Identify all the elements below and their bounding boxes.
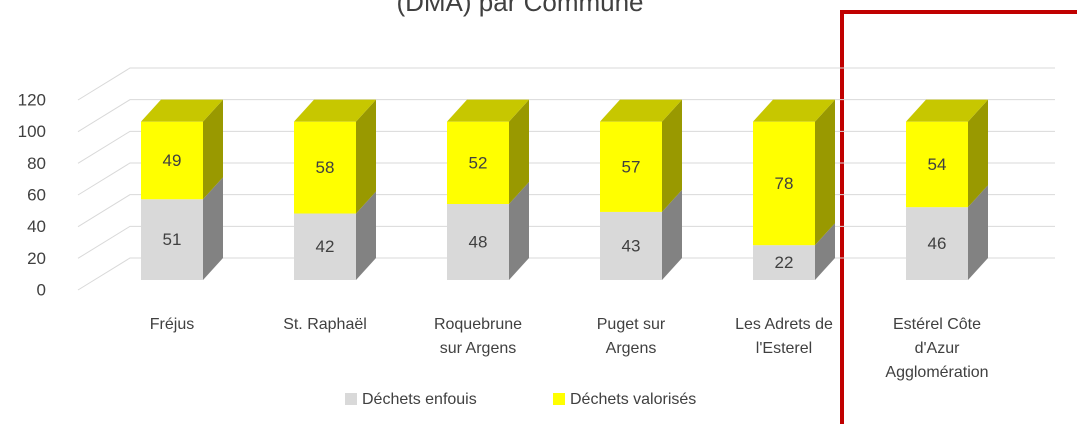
grid-line [77, 194, 1055, 228]
bar [906, 207, 968, 280]
bar-side [203, 177, 223, 280]
y-tick-label: 80 [27, 154, 46, 173]
y-tick-label: 0 [37, 280, 46, 299]
data-label: 58 [316, 158, 335, 177]
data-label: 49 [163, 151, 182, 170]
bar-side [509, 99, 529, 204]
y-tick-label: 100 [18, 122, 46, 141]
bar [753, 245, 815, 280]
bar-top [294, 99, 376, 122]
highlight-frame [840, 10, 1077, 424]
x-tick-label: Roquebrune sur Argens [433, 316, 523, 357]
bar-top [906, 99, 988, 122]
bar [141, 121, 203, 200]
bar-top [600, 99, 682, 122]
x-tick-label: Puget sur Argens [596, 316, 666, 357]
bar-top [141, 99, 223, 122]
bar [600, 121, 662, 212]
data-label: 46 [928, 234, 947, 253]
bar-top [447, 99, 529, 122]
bar-side [968, 99, 988, 208]
legend-label: Déchets valorisés [570, 391, 696, 408]
grid-line [77, 162, 1055, 196]
bar-side [203, 99, 223, 200]
bar-side [815, 99, 835, 246]
y-tick-label: 20 [27, 249, 46, 268]
bar-side [662, 189, 682, 280]
bar [294, 213, 356, 280]
bar-side [662, 99, 682, 212]
bar-side [968, 185, 988, 280]
data-label: 43 [622, 236, 641, 255]
y-tick-label: 60 [27, 185, 46, 204]
data-label: 54 [928, 155, 947, 174]
grid-line [77, 67, 1055, 101]
y-tick-label: 120 [18, 90, 46, 109]
bar [753, 121, 815, 246]
bar [447, 204, 509, 280]
bar [141, 199, 203, 280]
bar [906, 121, 968, 208]
data-label: 52 [469, 153, 488, 172]
bar-side [815, 223, 835, 280]
bar-side [356, 191, 376, 280]
x-tick-label: Fréjus [149, 316, 195, 333]
bar [600, 211, 662, 280]
grid-line [77, 257, 1055, 291]
x-tick-label: Estérel Côte d'Azur Agglomération [885, 316, 989, 381]
data-label: 78 [775, 174, 794, 193]
data-label: 22 [775, 253, 794, 272]
bar-side [509, 182, 529, 280]
grid-line [77, 99, 1055, 133]
legend-swatch [553, 393, 565, 405]
bar-side [356, 99, 376, 214]
data-label: 57 [622, 157, 641, 176]
legend-label: Déchets enfouis [362, 391, 477, 408]
x-tick-label: Les Adrets de l'Esterel [735, 316, 833, 357]
bar [294, 121, 356, 214]
x-tick-label: St. Raphaël [283, 316, 367, 333]
legend-swatch [345, 393, 357, 405]
grid-line [77, 225, 1055, 259]
data-label: 42 [316, 237, 335, 256]
y-tick-label: 40 [27, 217, 46, 236]
bar [447, 121, 509, 204]
data-label: 51 [163, 230, 182, 249]
bar-top [753, 99, 835, 122]
grid-line [77, 130, 1055, 164]
chart-title: (DMA) par Commune [396, 0, 643, 17]
data-label: 48 [469, 232, 488, 251]
